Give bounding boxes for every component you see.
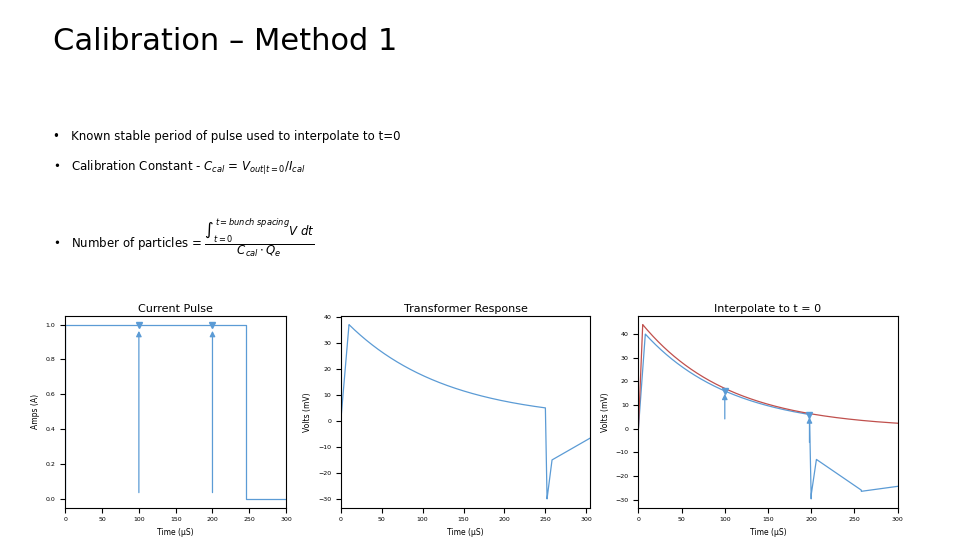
Title: Current Pulse: Current Pulse bbox=[138, 303, 213, 314]
Text: •   Calibration Constant - $C_{cal}$ = $V_{out|t=0}$/$I_{cal}$: • Calibration Constant - $C_{cal}$ = $V_… bbox=[53, 159, 305, 177]
X-axis label: Time (μS): Time (μS) bbox=[447, 528, 484, 537]
Y-axis label: Volts (mV): Volts (mV) bbox=[303, 392, 312, 431]
Text: Calibration – Method 1: Calibration – Method 1 bbox=[53, 27, 397, 56]
Y-axis label: Amps (A): Amps (A) bbox=[31, 394, 40, 429]
Text: •   Number of particles = $\dfrac{\int_{t=0}^{t=bunch\ spacing} V\ dt}{C_{cal} \: • Number of particles = $\dfrac{\int_{t=… bbox=[53, 216, 314, 259]
X-axis label: Time (μS): Time (μS) bbox=[157, 528, 194, 537]
X-axis label: Time (μS): Time (μS) bbox=[750, 528, 786, 537]
Text: •   Known stable period of pulse used to interpolate to t=0: • Known stable period of pulse used to i… bbox=[53, 130, 400, 143]
Y-axis label: Volts (mV): Volts (mV) bbox=[601, 392, 610, 431]
Title: Transformer Response: Transformer Response bbox=[403, 303, 528, 314]
Title: Interpolate to t = 0: Interpolate to t = 0 bbox=[714, 303, 822, 314]
